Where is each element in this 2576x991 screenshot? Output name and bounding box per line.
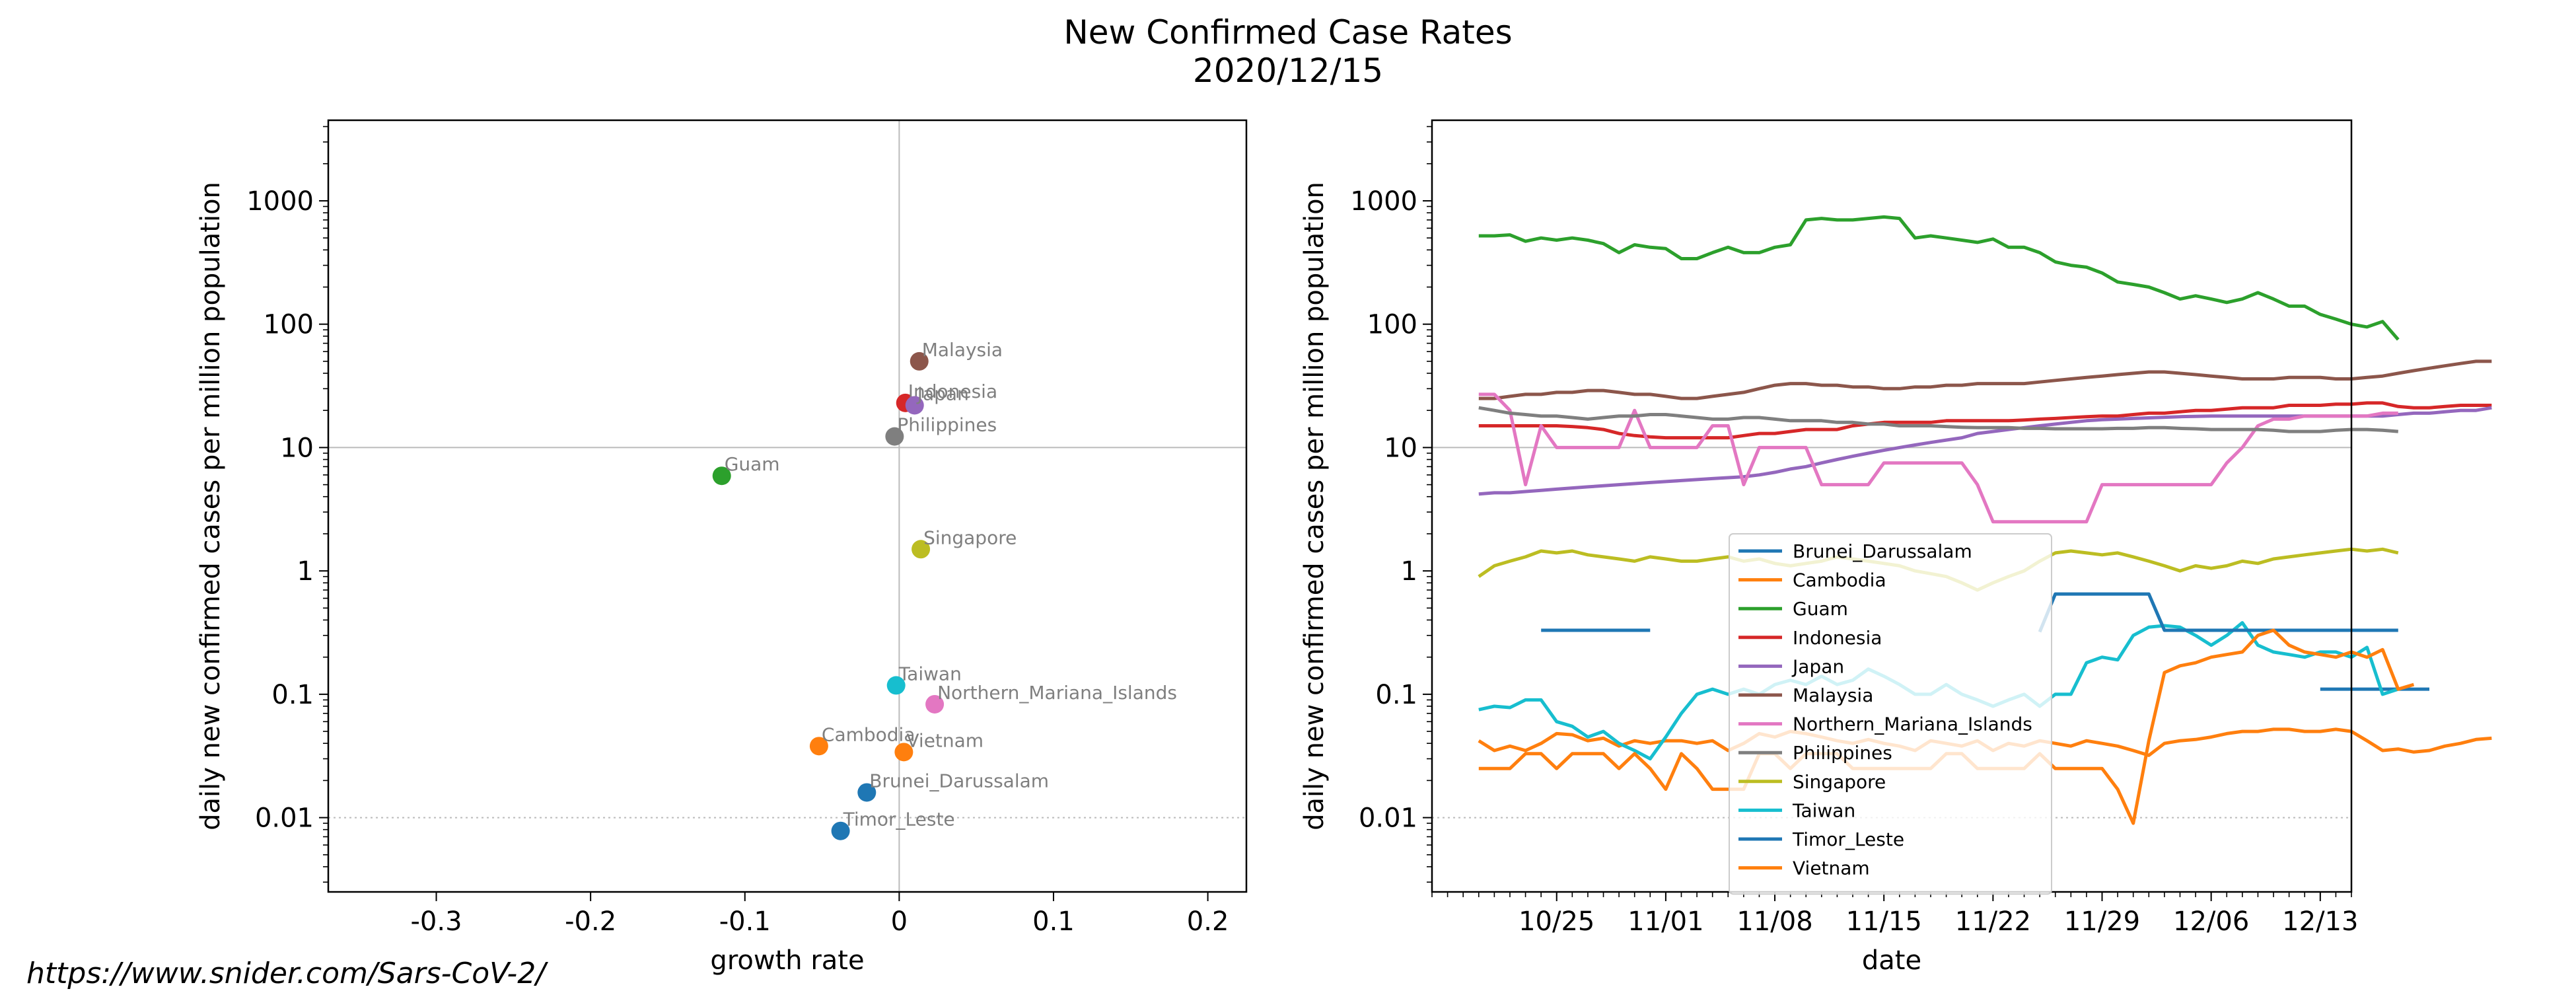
legend-box bbox=[1729, 533, 2052, 895]
scatter-point bbox=[809, 737, 828, 756]
legend-label: Northern_Mariana_Islands bbox=[1793, 714, 2032, 735]
x-tick-label: 0.2 bbox=[1187, 906, 1229, 937]
x-tick-label: -0.1 bbox=[719, 906, 771, 937]
y-tick-label: 100 bbox=[264, 310, 314, 340]
x-tick-label: 11/08 bbox=[1736, 906, 1812, 937]
chart-title: New Confirmed Case Rates bbox=[1063, 13, 1513, 52]
point-label: Japan bbox=[916, 383, 969, 404]
x-tick-label: 12/13 bbox=[2282, 906, 2358, 937]
point-label: Taiwan bbox=[898, 663, 962, 684]
y-tick-label: 10 bbox=[1384, 433, 1417, 463]
scatter-point bbox=[910, 351, 929, 371]
legend-label: Indonesia bbox=[1793, 627, 1882, 649]
y-tick-label: 1000 bbox=[1350, 186, 1417, 217]
legend-label: Cambodia bbox=[1793, 569, 1886, 591]
series-line bbox=[1478, 392, 2398, 524]
legend-label: Brunei_Darussalam bbox=[1793, 540, 1972, 562]
x-tick-label: 11/22 bbox=[1955, 906, 2031, 937]
series-line bbox=[1541, 628, 2429, 691]
scatter-point bbox=[885, 427, 904, 446]
legend-label: Japan bbox=[1791, 655, 1844, 677]
point-label: Malaysia bbox=[922, 339, 1003, 361]
series-line bbox=[1478, 215, 2400, 341]
x-tick-label: 11/01 bbox=[1628, 906, 1703, 937]
x-tick-label: 11/15 bbox=[1846, 906, 1922, 937]
series-line bbox=[1478, 406, 2398, 433]
scatter-point bbox=[905, 396, 924, 415]
scatter-point bbox=[912, 540, 931, 559]
point-label: Vietnam bbox=[906, 729, 984, 751]
scatter-panel: -0.3 -0.2 -0.1 0 0.1 0.2 growth rate 0.01 0.1 1 10… bbox=[196, 119, 1248, 976]
legend-label: Philippines bbox=[1793, 742, 1892, 764]
y-axis-label: daily new confirmed cases per million po… bbox=[196, 182, 226, 830]
y-tick-label: 0.01 bbox=[1359, 803, 1417, 834]
legend-label: Guam bbox=[1793, 598, 1848, 620]
y-tick-label: 1000 bbox=[246, 186, 314, 217]
scatter-point bbox=[712, 466, 731, 486]
legend-label: Malaysia bbox=[1793, 684, 1873, 706]
scatter-point bbox=[925, 694, 945, 714]
source-link[interactable]: https://www.snider.com/Sars-CoV-2/ bbox=[26, 957, 546, 990]
chart-subtitle: 2020/12/15 bbox=[1192, 52, 1384, 90]
point-label: Philippines bbox=[897, 414, 997, 436]
x-tick-label: 10/25 bbox=[1519, 906, 1594, 937]
point-label: Timor_Leste bbox=[843, 809, 955, 830]
y-tick-label: 0.1 bbox=[271, 680, 314, 710]
legend-label: Taiwan bbox=[1792, 799, 1855, 821]
point-label: Singapore bbox=[923, 527, 1017, 548]
legend-label: Singapore bbox=[1793, 771, 1886, 793]
x-tick-label: 11/29 bbox=[2064, 906, 2140, 937]
y-tick-label: 0.1 bbox=[1375, 680, 1417, 710]
point-label: Brunei_Darussalam bbox=[869, 770, 1049, 791]
y-tick-label: 0.01 bbox=[255, 803, 314, 834]
x-axis-label: date bbox=[1862, 945, 1921, 976]
series-line bbox=[2038, 592, 2398, 633]
scatter-point bbox=[831, 821, 850, 840]
x-axis-label: growth rate bbox=[710, 945, 864, 976]
point-label: Guam bbox=[725, 453, 780, 475]
x-tick-label: 0.1 bbox=[1032, 906, 1075, 937]
y-tick-label: 1 bbox=[1401, 556, 1417, 587]
y-tick-label: 1 bbox=[297, 556, 314, 587]
x-tick-label: 12/06 bbox=[2173, 906, 2249, 937]
y-axis-label: daily new confirmed cases per million po… bbox=[1299, 182, 1330, 830]
point-label: Cambodia bbox=[822, 723, 915, 745]
line-panel: 10/25 11/01 11/08 11/15 11/22 11/29 12/06 12/13… bbox=[1299, 119, 2492, 976]
y-tick-label: 100 bbox=[1367, 310, 1417, 340]
y-tick-label: 10 bbox=[280, 433, 314, 463]
scatter-point bbox=[886, 676, 906, 695]
legend-label: Timor_Leste bbox=[1792, 828, 1904, 850]
x-tick-label: 0 bbox=[891, 906, 908, 937]
scatter-point bbox=[857, 783, 877, 802]
scatter-point bbox=[894, 743, 913, 762]
plot-frame bbox=[327, 119, 1248, 893]
point-label: Indonesia bbox=[908, 381, 997, 402]
series-line bbox=[1478, 359, 2492, 400]
x-tick-label: -0.3 bbox=[411, 906, 462, 937]
x-tick-label: -0.2 bbox=[565, 906, 616, 937]
series-line bbox=[1478, 401, 2492, 440]
legend: Brunei_Darussalam Cambodia Guam Indonesia Ja… bbox=[1729, 533, 2052, 895]
legend-label: Vietnam bbox=[1793, 858, 1870, 879]
point-label: Northern_Mariana_Islands bbox=[937, 682, 1177, 704]
